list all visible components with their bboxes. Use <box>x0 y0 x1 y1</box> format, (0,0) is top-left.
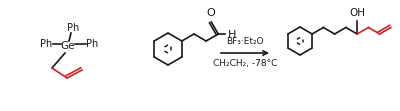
Text: Ge: Ge <box>61 41 75 51</box>
Text: OH: OH <box>349 8 365 18</box>
Text: BF₃·Et₂O: BF₃·Et₂O <box>226 37 264 46</box>
Text: O: O <box>207 8 216 18</box>
Text: Ph: Ph <box>67 23 79 33</box>
Text: Ph: Ph <box>40 39 52 49</box>
Text: H: H <box>228 30 237 40</box>
Text: CH₂CH₂, -78°C: CH₂CH₂, -78°C <box>213 59 277 68</box>
Text: Ph: Ph <box>86 39 98 49</box>
